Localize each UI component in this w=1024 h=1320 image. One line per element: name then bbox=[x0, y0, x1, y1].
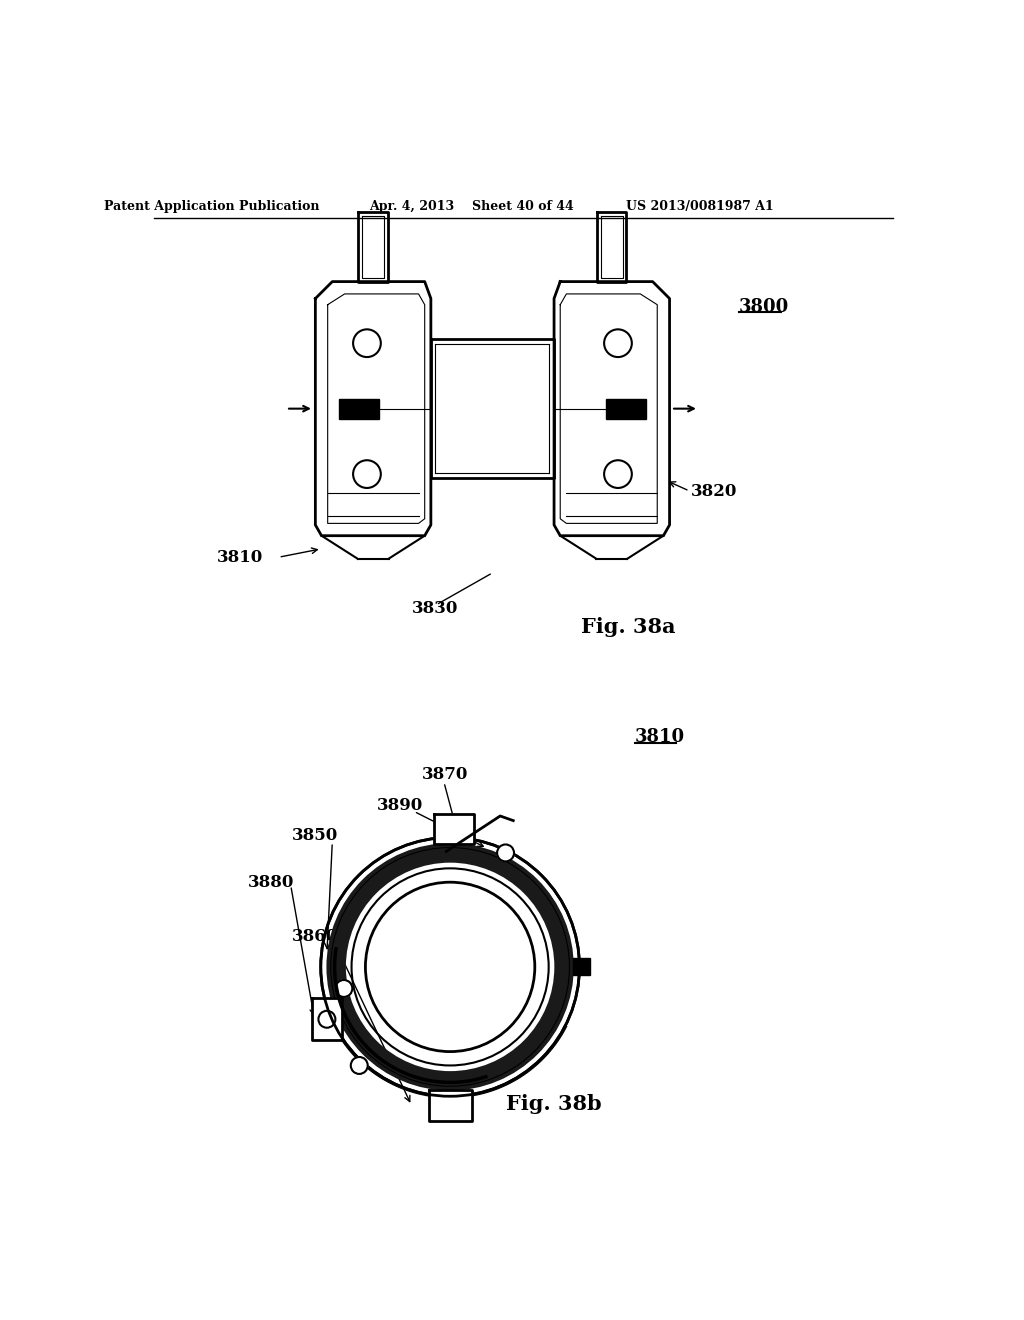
Text: 3890: 3890 bbox=[377, 797, 423, 813]
Circle shape bbox=[497, 845, 514, 862]
Text: US 2013/0081987 A1: US 2013/0081987 A1 bbox=[627, 199, 774, 213]
Polygon shape bbox=[311, 998, 342, 1040]
Polygon shape bbox=[358, 213, 388, 281]
Text: 3810: 3810 bbox=[635, 729, 685, 746]
Text: Fig. 38a: Fig. 38a bbox=[581, 616, 676, 636]
Text: 3810: 3810 bbox=[217, 549, 263, 566]
Text: 3830: 3830 bbox=[412, 601, 458, 618]
Polygon shape bbox=[597, 213, 627, 281]
Text: 3880: 3880 bbox=[248, 874, 294, 891]
Polygon shape bbox=[315, 281, 431, 536]
Circle shape bbox=[366, 882, 535, 1052]
Text: Patent Application Publication: Patent Application Publication bbox=[103, 199, 319, 213]
Polygon shape bbox=[431, 339, 554, 478]
Text: 3850: 3850 bbox=[292, 828, 339, 845]
Bar bbox=[339, 399, 379, 418]
Polygon shape bbox=[434, 814, 474, 843]
Text: Apr. 4, 2013: Apr. 4, 2013 bbox=[369, 199, 455, 213]
Text: 3820: 3820 bbox=[691, 483, 737, 499]
Bar bbox=[605, 399, 646, 418]
Circle shape bbox=[351, 1057, 368, 1074]
Text: 3800: 3800 bbox=[739, 298, 790, 315]
Bar bbox=[573, 958, 590, 974]
Text: 3860: 3860 bbox=[292, 928, 339, 945]
Circle shape bbox=[321, 837, 580, 1096]
Text: 3870: 3870 bbox=[422, 766, 468, 783]
Text: Fig. 38b: Fig. 38b bbox=[506, 1094, 602, 1114]
Text: Sheet 40 of 44: Sheet 40 of 44 bbox=[472, 199, 574, 213]
Circle shape bbox=[336, 979, 352, 997]
Polygon shape bbox=[429, 1090, 472, 1121]
Polygon shape bbox=[554, 281, 670, 536]
